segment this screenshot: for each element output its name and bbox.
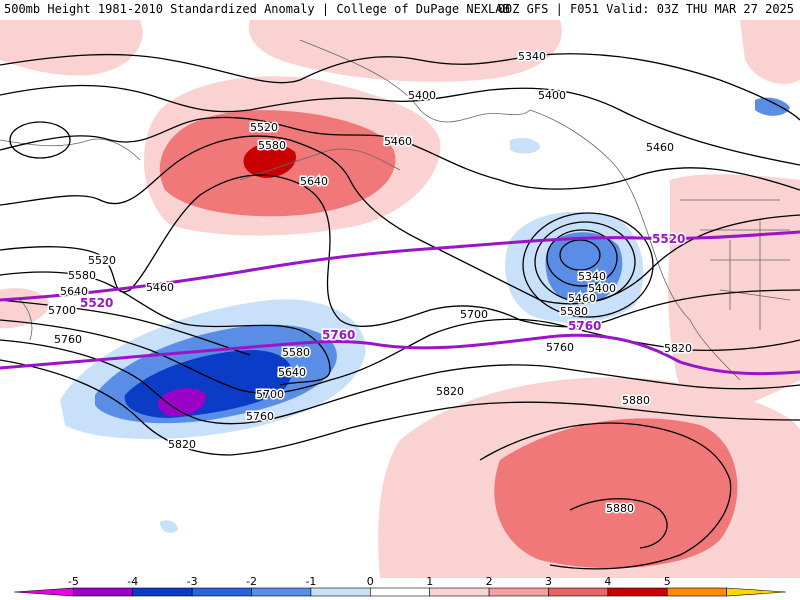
neg-anomaly-extreme-pacific (157, 388, 207, 417)
height-contours (0, 53, 800, 570)
coastlines (0, 39, 791, 381)
contour-label: 5760 (54, 333, 82, 346)
contour-label: 5400 (408, 89, 436, 102)
contour-label: 5880 (606, 502, 634, 515)
colorbar-tick-label: 4 (604, 575, 611, 588)
colorbar: -5 -4 -3 -2 -1 0 1 2 3 4 5 (0, 575, 800, 600)
neg-anomaly-light-gulf (510, 137, 540, 154)
colorbar-tick-label: 1 (426, 575, 433, 588)
contour-label: 5460 (146, 281, 174, 294)
colorbar-swatch (370, 587, 430, 597)
neg-anomaly-light-ne (755, 97, 790, 116)
colorbar-swatch (726, 587, 787, 597)
contour-label: 5820 (168, 438, 196, 451)
contour-label: 5580 (560, 305, 588, 318)
contour-label: 5820 (664, 342, 692, 355)
colorbar-swatch (310, 587, 371, 597)
highlight-contour-label: 5520 (80, 296, 113, 310)
pos-anomaly-light-north (248, 20, 562, 82)
contour-label: 5400 (588, 282, 616, 295)
highlight-contour-label: 5760 (568, 319, 601, 333)
contour-label: 5520 (250, 121, 278, 134)
contour-label: 5640 (300, 175, 328, 188)
contour-label: 5640 (278, 366, 306, 379)
colorbar-swatch (429, 587, 490, 597)
contour-label: 5460 (646, 141, 674, 154)
colorbar-swatch (191, 587, 252, 597)
contour-label: 5760 (246, 410, 274, 423)
contour-label: 5460 (568, 292, 596, 305)
contour-label: 5760 (546, 341, 574, 354)
contour-label: 5700 (48, 304, 76, 317)
neg-anomaly-mid-low (545, 232, 623, 304)
contour-label: 5880 (622, 394, 650, 407)
map-title: 500mb Height 1981-2010 Standardized Anom… (4, 2, 510, 16)
colorbar-tick-label: 0 (367, 575, 374, 588)
highlight-contour-label: 5760 (322, 328, 355, 342)
contour-label: 5700 (460, 308, 488, 321)
colorbar-tick-label: -5 (68, 575, 79, 588)
contour-label: 5520 (88, 254, 116, 267)
contour-label: 5700 (256, 388, 284, 401)
colorbar-tick-label: -3 (187, 575, 198, 588)
colorbar-tick-label: -4 (127, 575, 138, 588)
colorbar-swatch (73, 587, 134, 597)
pos-anomaly-light-ne (740, 20, 800, 84)
contour-label: 5820 (436, 385, 464, 398)
colorbar-tick-label: -2 (246, 575, 257, 588)
colorbar-tick-label: 3 (545, 575, 552, 588)
contour-label: 5580 (258, 139, 286, 152)
contour-label: 5580 (282, 346, 310, 359)
colorbar-swatch (488, 587, 549, 597)
neg-anomaly-light-sw (160, 520, 178, 533)
contour-label: 5340 (518, 50, 546, 63)
contour-label: 5460 (384, 135, 412, 148)
model-valid-time: 00Z GFS | F051 Valid: 03Z THU MAR 27 202… (497, 2, 794, 16)
highlight-contours (0, 230, 800, 376)
pos-anomaly-mid-mexico (494, 418, 738, 569)
colorbar-tick-label: 5 (664, 575, 671, 588)
colorbar-swatch (666, 587, 727, 597)
colorbar-swatch (548, 587, 609, 597)
colorbar-swatch (132, 587, 193, 597)
contour-label: 5580 (68, 269, 96, 282)
anomaly-shading (0, 20, 800, 578)
contour-label: 5640 (60, 285, 88, 298)
pos-anomaly-strong-aleutian (243, 143, 296, 178)
colorbar-tick-label: 2 (486, 575, 493, 588)
colorbar-swatch (607, 587, 668, 597)
contour-label: 5400 (538, 89, 566, 102)
colorbar-tick-label: -1 (305, 575, 316, 588)
pos-anomaly-light-west-us (668, 174, 800, 413)
colorbar-swatch (251, 587, 312, 597)
pos-anomaly-light-nw (0, 20, 143, 76)
highlight-contour-label: 5520 (652, 232, 685, 246)
highlight-labels: 5520 5760 5520 5760 (79, 231, 687, 344)
contour-label: 5340 (578, 270, 606, 283)
